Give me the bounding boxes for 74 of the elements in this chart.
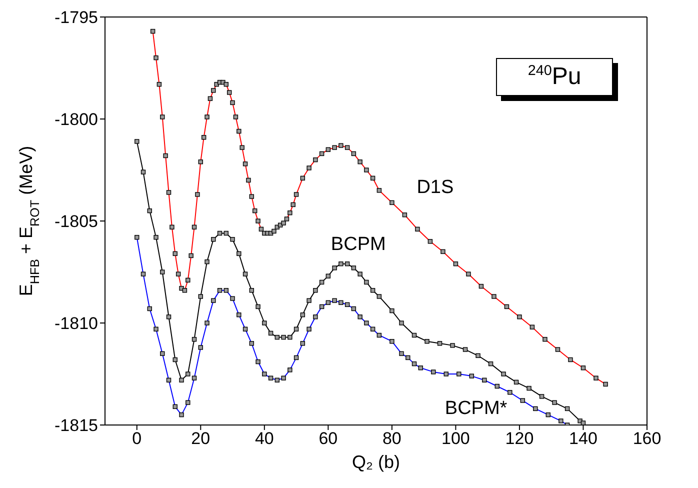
point xyxy=(351,266,356,270)
point xyxy=(580,420,586,425)
series-label: BCPM xyxy=(330,234,386,255)
point xyxy=(564,406,570,412)
x-axis-title: Q₂ (b) xyxy=(352,452,400,472)
point xyxy=(552,400,557,405)
point xyxy=(147,208,152,214)
point xyxy=(242,272,248,276)
point xyxy=(211,237,216,242)
point xyxy=(281,334,286,340)
point xyxy=(294,326,299,332)
y-tick-label: -1810 xyxy=(54,314,98,334)
point xyxy=(412,332,417,338)
point xyxy=(338,261,344,266)
point xyxy=(450,343,455,348)
point xyxy=(488,361,494,366)
point xyxy=(217,230,222,236)
annotation: $^{240}$Pu xyxy=(528,63,582,90)
point xyxy=(140,170,146,174)
point xyxy=(370,288,376,293)
point xyxy=(166,314,172,320)
point xyxy=(424,339,430,344)
point xyxy=(186,372,190,376)
point xyxy=(204,259,210,264)
point xyxy=(437,341,442,346)
point xyxy=(249,288,254,293)
point xyxy=(192,336,197,342)
point xyxy=(230,237,235,242)
point xyxy=(501,372,506,376)
series-label: D1S xyxy=(416,176,454,198)
point xyxy=(134,139,140,144)
point xyxy=(306,298,312,303)
series-label: BCPM* xyxy=(444,398,508,419)
point xyxy=(399,320,404,326)
point xyxy=(268,330,274,336)
point xyxy=(288,334,292,340)
point xyxy=(262,320,267,326)
x-tick-label: 100 xyxy=(442,429,470,448)
point xyxy=(326,274,331,278)
y-tick-label: -1795 xyxy=(54,8,98,28)
point xyxy=(364,280,369,285)
point xyxy=(224,230,229,236)
point xyxy=(236,251,242,256)
point xyxy=(390,308,394,314)
x-tick-label: 140 xyxy=(569,429,598,448)
point xyxy=(300,312,306,318)
point xyxy=(313,288,318,293)
point xyxy=(256,304,260,310)
point xyxy=(198,294,203,299)
x-tick-label: 40 xyxy=(254,429,274,448)
point xyxy=(274,334,280,340)
point xyxy=(154,234,158,240)
point xyxy=(172,357,178,362)
point xyxy=(539,394,544,399)
point xyxy=(344,261,350,266)
point xyxy=(160,270,165,274)
point xyxy=(376,294,382,299)
point xyxy=(476,353,480,358)
x-tick-label: 0 xyxy=(132,429,142,448)
point xyxy=(179,378,184,382)
point xyxy=(462,347,468,352)
x-tick-label: 80 xyxy=(382,429,402,448)
x-tick-label: 20 xyxy=(191,429,210,448)
y-tick-label: -1805 xyxy=(54,212,98,232)
x-tick-label: 60 xyxy=(318,429,338,448)
point xyxy=(526,386,532,391)
point xyxy=(514,380,519,385)
y-tick-label: -1800 xyxy=(54,110,98,130)
y-tick-label: -1815 xyxy=(54,416,98,436)
point xyxy=(319,280,324,285)
x-tick-label: 160 xyxy=(632,429,662,448)
x-tick-label: 120 xyxy=(505,429,534,448)
point xyxy=(332,266,337,270)
point xyxy=(358,272,362,276)
